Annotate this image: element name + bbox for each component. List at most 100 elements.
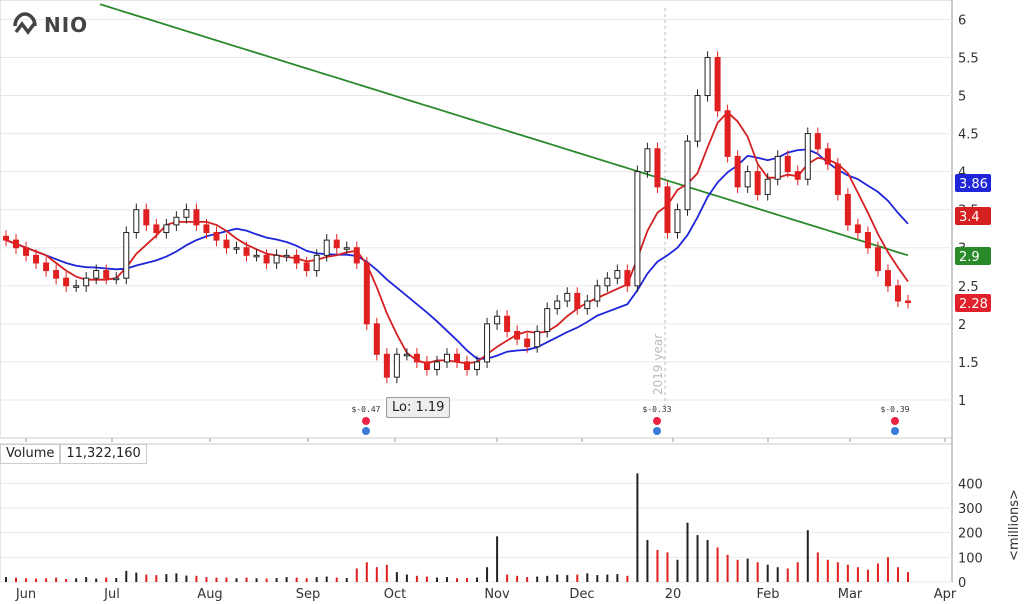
volume-bar <box>836 562 839 582</box>
volume-bar <box>846 564 849 582</box>
candle-body <box>604 277 611 287</box>
volume-bar <box>786 568 789 582</box>
price-badge-label: 2.9 <box>959 250 980 265</box>
candle-body <box>323 239 330 256</box>
volume-bar <box>776 567 779 582</box>
candle-body <box>824 148 831 165</box>
volume-bar <box>886 557 889 582</box>
volume-bar <box>385 564 388 582</box>
x-tick-label: Feb <box>756 587 779 602</box>
volume-bar <box>205 577 208 582</box>
candle-body <box>624 270 631 287</box>
volume-bar <box>596 575 599 582</box>
candle-body <box>133 209 140 234</box>
x-tick-label: Jun <box>15 587 36 602</box>
volume-bar <box>115 578 118 582</box>
candle-body <box>744 171 751 188</box>
ma50-line <box>5 148 909 360</box>
volume-bar <box>506 574 509 582</box>
x-tick-label: Dec <box>569 587 594 602</box>
candle-body <box>694 95 701 142</box>
candle-body <box>93 270 100 279</box>
nio-logo-icon <box>13 12 37 35</box>
volume-panel-frame <box>0 443 953 583</box>
candle-body <box>844 193 851 226</box>
volume-bar <box>425 576 428 582</box>
volume-bar <box>195 575 198 582</box>
candle-body <box>814 133 821 150</box>
volume-bar <box>876 563 879 582</box>
volume-bar <box>5 577 7 582</box>
volume-bar <box>25 578 28 582</box>
candle-body <box>3 235 9 241</box>
candle-body <box>514 330 521 340</box>
volume-bar <box>476 577 479 582</box>
candle-body <box>273 254 280 264</box>
candle-body <box>464 361 471 371</box>
volume-bar <box>536 576 539 582</box>
volume-bar <box>626 575 629 582</box>
price-badge <box>955 247 991 265</box>
candle-body <box>183 209 190 218</box>
candle-body <box>173 216 180 226</box>
volume-bar <box>375 567 378 582</box>
candle-body <box>103 270 110 279</box>
volume-unit-label: <millions> <box>1007 489 1022 561</box>
volume-bar <box>566 575 569 582</box>
price-badge <box>955 294 991 312</box>
volume-bar <box>806 530 809 582</box>
candle-body <box>193 209 200 226</box>
ma200-polyline <box>99 3 909 257</box>
axes: 11.522.533.544.555.560100200300400<milli… <box>15 13 1022 602</box>
candle-body <box>574 292 581 310</box>
candle-body <box>754 171 761 195</box>
volume-bar <box>466 578 469 582</box>
x-tick-label: Nov <box>484 587 510 602</box>
volume-bar <box>496 536 499 582</box>
candle-body <box>373 323 380 355</box>
volume-bar <box>15 577 18 582</box>
volume-bar <box>576 574 579 582</box>
price-badge-label: 2.28 <box>959 297 988 312</box>
volume-bar <box>435 577 438 582</box>
candle-body <box>764 178 771 195</box>
candle-body <box>313 254 320 272</box>
x-tick-label: Aug <box>197 587 222 602</box>
volume-bar <box>415 575 418 582</box>
volume-bar <box>866 569 869 582</box>
volume-bar <box>556 574 559 582</box>
low-marker: Lo: 1.19 <box>386 397 451 418</box>
volume-tick-label: 100 <box>958 551 983 566</box>
candle-body <box>343 247 350 250</box>
volume-bar <box>445 577 448 582</box>
earnings-label: $-0.47 <box>352 405 381 414</box>
candle-body <box>674 209 681 234</box>
dividend-icon <box>891 427 899 435</box>
candle-body <box>684 140 691 211</box>
price-tick-label: 4.5 <box>958 128 979 143</box>
volume-bar <box>175 573 178 582</box>
volume-bar <box>245 577 248 582</box>
candle-body <box>383 353 390 378</box>
x-tick-label: Sep <box>296 587 321 602</box>
volume-bar <box>315 577 318 582</box>
volume-bar <box>35 578 38 582</box>
volume-bar <box>135 572 138 582</box>
volume-bar <box>526 577 529 582</box>
earnings-icon <box>653 417 661 425</box>
volume-bar <box>215 577 218 582</box>
volume-bar <box>65 579 68 582</box>
candle-body <box>43 262 50 272</box>
candle-body <box>223 239 230 249</box>
volume-bar <box>756 562 759 582</box>
volume-bars <box>5 473 909 582</box>
volume-bar <box>516 575 519 582</box>
ma50-polyline <box>5 148 909 360</box>
volume-bar <box>95 578 98 582</box>
volume-bar <box>45 578 48 582</box>
volume-bar <box>345 578 348 582</box>
volume-bar <box>486 567 489 582</box>
candle-body <box>23 247 30 256</box>
earnings-label: $-0.39 <box>881 405 910 414</box>
